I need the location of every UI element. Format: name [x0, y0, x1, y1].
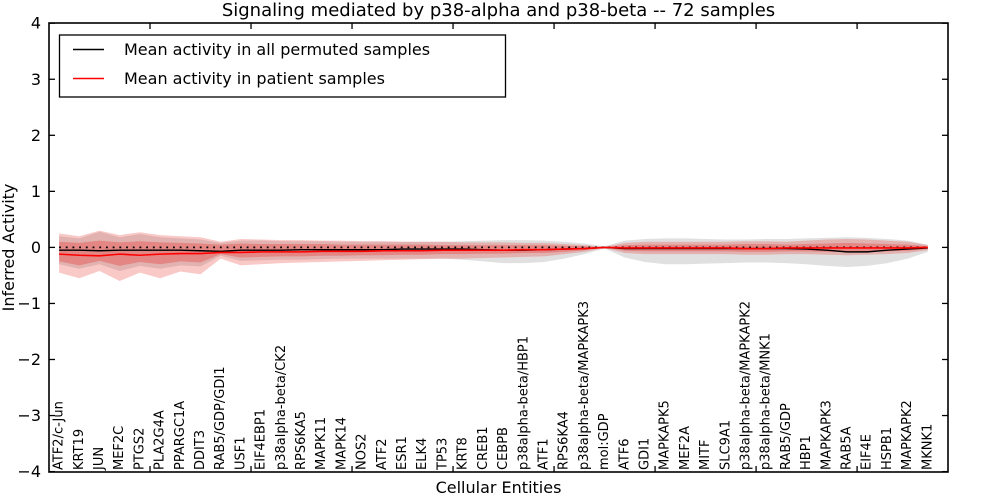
category-label: ESR1: [395, 436, 410, 470]
category-label: ATF2/c-Jun: [52, 401, 67, 470]
category-label: MAPKAPK3: [819, 400, 834, 470]
category-label: p38alpha-beta/MAPKAPK2: [738, 301, 753, 470]
band-patient-range-outer: [59, 230, 928, 282]
category-label: CEBPB: [496, 427, 511, 470]
y-tick-label: 4: [31, 14, 41, 33]
category-label: RAB5/GDP: [779, 403, 794, 470]
category-label: p38alpha-beta/HBP1: [516, 336, 531, 470]
x-axis-label: Cellular Entities: [436, 478, 562, 497]
category-label: RPS6KA5: [294, 411, 309, 470]
y-tick-label: 1: [31, 182, 41, 201]
y-tick-label: 3: [31, 70, 41, 89]
category-label: p38alpha-beta/MNK1: [759, 333, 774, 470]
y-axis-label: Inferred Activity: [0, 184, 18, 312]
legend-box: [58, 34, 507, 98]
category-label: mol:GDP: [597, 413, 612, 470]
category-label: GDI1: [637, 438, 652, 470]
category-label: p38alpha-beta/MAPKAPK3: [577, 301, 592, 470]
patient-mean-line: [59, 246, 928, 257]
category-label: DDIT3: [193, 430, 208, 470]
category-label: KRT19: [72, 429, 87, 470]
category-label: PTGS2: [132, 428, 147, 470]
category-label: USF1: [233, 436, 248, 470]
y-tick-label: 0: [31, 238, 41, 257]
y-tick-label: −2: [17, 350, 41, 369]
legend-entry-label: Mean activity in patient samples: [124, 69, 385, 88]
category-label: ATF2: [375, 438, 390, 470]
y-tick-label: 2: [31, 126, 41, 145]
category-label: MEF2A: [678, 426, 693, 470]
category-label: PLA2G4A: [153, 410, 168, 470]
category-label: MEF2C: [112, 426, 127, 470]
category-label: MAPK14: [334, 417, 349, 470]
chart-title: Signaling mediated by p38-alpha and p38-…: [222, 0, 775, 21]
category-label: PPARGC1A: [173, 401, 188, 470]
category-label: MAPK11: [314, 417, 329, 470]
category-label: ATF6: [617, 438, 632, 470]
band-permuted-range: [59, 231, 928, 271]
legend: Mean activity in all permuted samples Mea…: [58, 34, 507, 98]
category-label: MKNK1: [920, 424, 935, 470]
y-tick-label: −4: [17, 462, 41, 481]
category-label: MITF: [698, 440, 713, 470]
category-label: EIF4EBP1: [254, 409, 269, 470]
category-label: ELK4: [415, 438, 430, 470]
category-label: MAPKAPK2: [900, 400, 915, 470]
category-label: RPS6KA4: [557, 411, 572, 470]
legend-entry-label: Mean activity in all permuted samples: [124, 40, 430, 59]
category-label: MAPKAPK5: [658, 400, 673, 470]
category-label: EIF4E: [860, 434, 875, 470]
category-label: p38alpha-beta/CK2: [274, 345, 289, 470]
category-label: JUN: [92, 447, 107, 471]
category-label: TP53: [435, 438, 450, 471]
category-label: ATF1: [536, 438, 551, 470]
category-label: RAB5/GDP/GDI1: [213, 367, 228, 470]
category-label: RAB5A: [839, 426, 854, 470]
category-label: HBP1: [799, 435, 814, 470]
y-tick-label: −1: [17, 294, 41, 313]
category-label: NOS2: [355, 434, 370, 470]
category-label: KRT8: [456, 437, 471, 470]
category-label: CREB1: [476, 426, 491, 470]
y-tick-label: −3: [17, 406, 41, 425]
category-label: HSPB1: [880, 427, 895, 470]
category-label: SLC9A1: [718, 420, 733, 470]
